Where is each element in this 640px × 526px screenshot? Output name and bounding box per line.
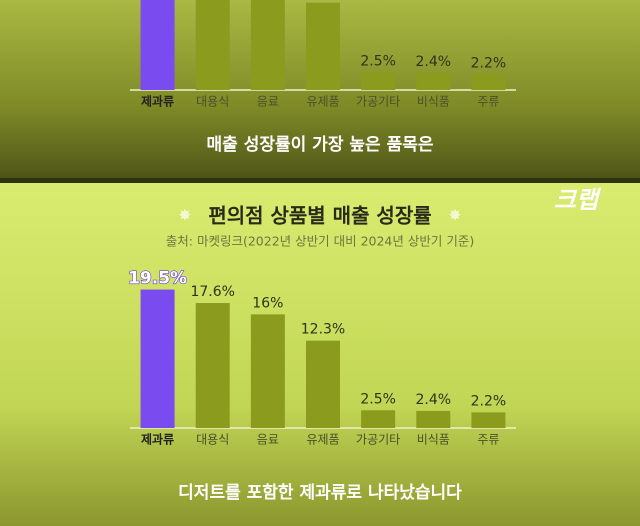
logo: 크랩 [554,186,601,214]
x-tick-label: 음료 [257,95,279,109]
bar [140,0,175,90]
value-label: 2.4% [415,392,451,408]
x-tick-label: 가공기타 [356,433,400,447]
bar [250,0,285,90]
bar [471,74,506,90]
bar [195,0,230,90]
bar [250,314,285,428]
value-label: 2.5% [360,53,396,69]
x-tick-label: 비식품 [417,433,450,447]
caption: 디저트를 포함한 제과류로 나타났습니다 [178,482,462,503]
value-label: 17.6% [190,284,234,300]
bar [306,2,340,91]
bar [140,289,175,428]
bar [416,72,451,90]
value-label: 2.2% [471,55,507,71]
value-label: 2.5% [360,391,396,407]
x-tick-label: 제과류 [141,432,174,447]
chart-title: 편의점 상품별 매출 성장률 [208,204,431,228]
bar [416,410,451,428]
x-tick-label: 주류 [477,433,499,447]
bar [361,72,396,90]
bar [361,410,396,428]
x-tick-label: 대용식 [196,95,229,109]
x-tick-label: 비식품 [417,95,450,109]
bar [471,412,506,428]
value-label: 2.4% [415,54,451,70]
value-label: 19.5% [128,269,187,289]
caption: 매출 성장률이 가장 높은 품목은 [207,135,434,155]
frame-divider [0,178,640,183]
x-tick-label: 대용식 [196,433,229,447]
value-label: 16% [252,295,283,311]
value-label: 2.2% [471,393,507,409]
bar [195,303,230,428]
x-tick-label: 유제품 [306,433,339,447]
star: ✸ [178,206,191,225]
star: ✸ [448,206,461,225]
value-label: 12.3% [301,322,345,338]
x-tick-label: 음료 [257,433,279,447]
x-tick-label: 주류 [477,95,499,109]
x-tick-label: 가공기타 [356,95,400,109]
bar [306,340,340,428]
x-tick-label: 제과류 [141,94,174,109]
chart-subtitle: 출처: 마켓링크(2022년 상반기 대비 2024년 상반기 기준) [166,234,474,249]
x-tick-label: 유제품 [306,95,339,109]
